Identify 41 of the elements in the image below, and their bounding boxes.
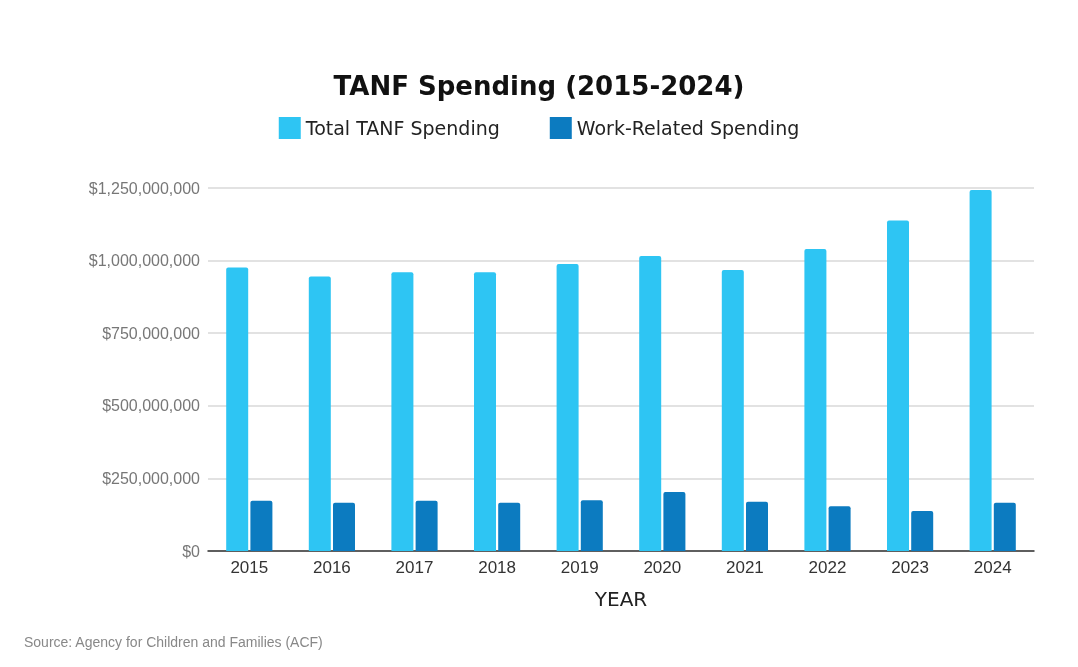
bar — [415, 500, 438, 551]
bar — [721, 269, 744, 551]
x-tick-label: 2023 — [891, 558, 930, 577]
x-tick-label: 2019 — [560, 558, 599, 577]
bar — [580, 500, 603, 551]
source-note: Source: Agency for Children and Families (ACF) — [24, 634, 323, 650]
legend-label: Work-Related Spending — [576, 117, 800, 139]
bar — [969, 190, 992, 551]
chart-title: TANF Spending (2015-2024) — [333, 71, 745, 101]
bar — [226, 267, 249, 551]
bar — [828, 506, 851, 551]
x-tick-label: 2016 — [312, 558, 351, 577]
bar — [663, 492, 686, 551]
x-tick-label: 2018 — [478, 558, 517, 577]
x-tick-label: 2017 — [395, 558, 434, 577]
y-tick-label: $1,250,000,000 — [88, 179, 201, 197]
bar — [250, 500, 273, 551]
bar — [887, 220, 909, 551]
y-tick-label: $0 — [182, 542, 201, 560]
y-tick-label: $750,000,000 — [102, 324, 201, 342]
bar — [911, 510, 934, 551]
x-tick-label: 2015 — [230, 558, 269, 577]
bar — [474, 272, 496, 551]
bar — [391, 272, 414, 551]
bar — [804, 248, 827, 551]
bar — [308, 276, 331, 551]
y-tick-label: $1,000,000,000 — [88, 252, 201, 270]
legend-label: Total TANF Spending — [304, 117, 500, 139]
bar — [556, 264, 579, 551]
x-tick-label: 2021 — [725, 558, 764, 577]
y-tick-label: $500,000,000 — [102, 397, 201, 415]
x-tick-label: 2024 — [973, 558, 1012, 577]
bar — [746, 501, 768, 551]
x-tick-label: 2022 — [808, 558, 847, 577]
bar — [333, 502, 355, 551]
bar — [498, 502, 521, 551]
x-tick-label: 2020 — [643, 558, 682, 577]
bar — [639, 255, 662, 551]
y-tick-label: $250,000,000 — [102, 469, 201, 487]
x-axis-title: YEAR — [593, 587, 648, 611]
bar — [993, 502, 1016, 551]
